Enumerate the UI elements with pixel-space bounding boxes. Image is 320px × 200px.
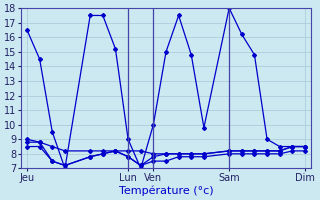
X-axis label: Température (°c): Température (°c) — [119, 185, 213, 196]
